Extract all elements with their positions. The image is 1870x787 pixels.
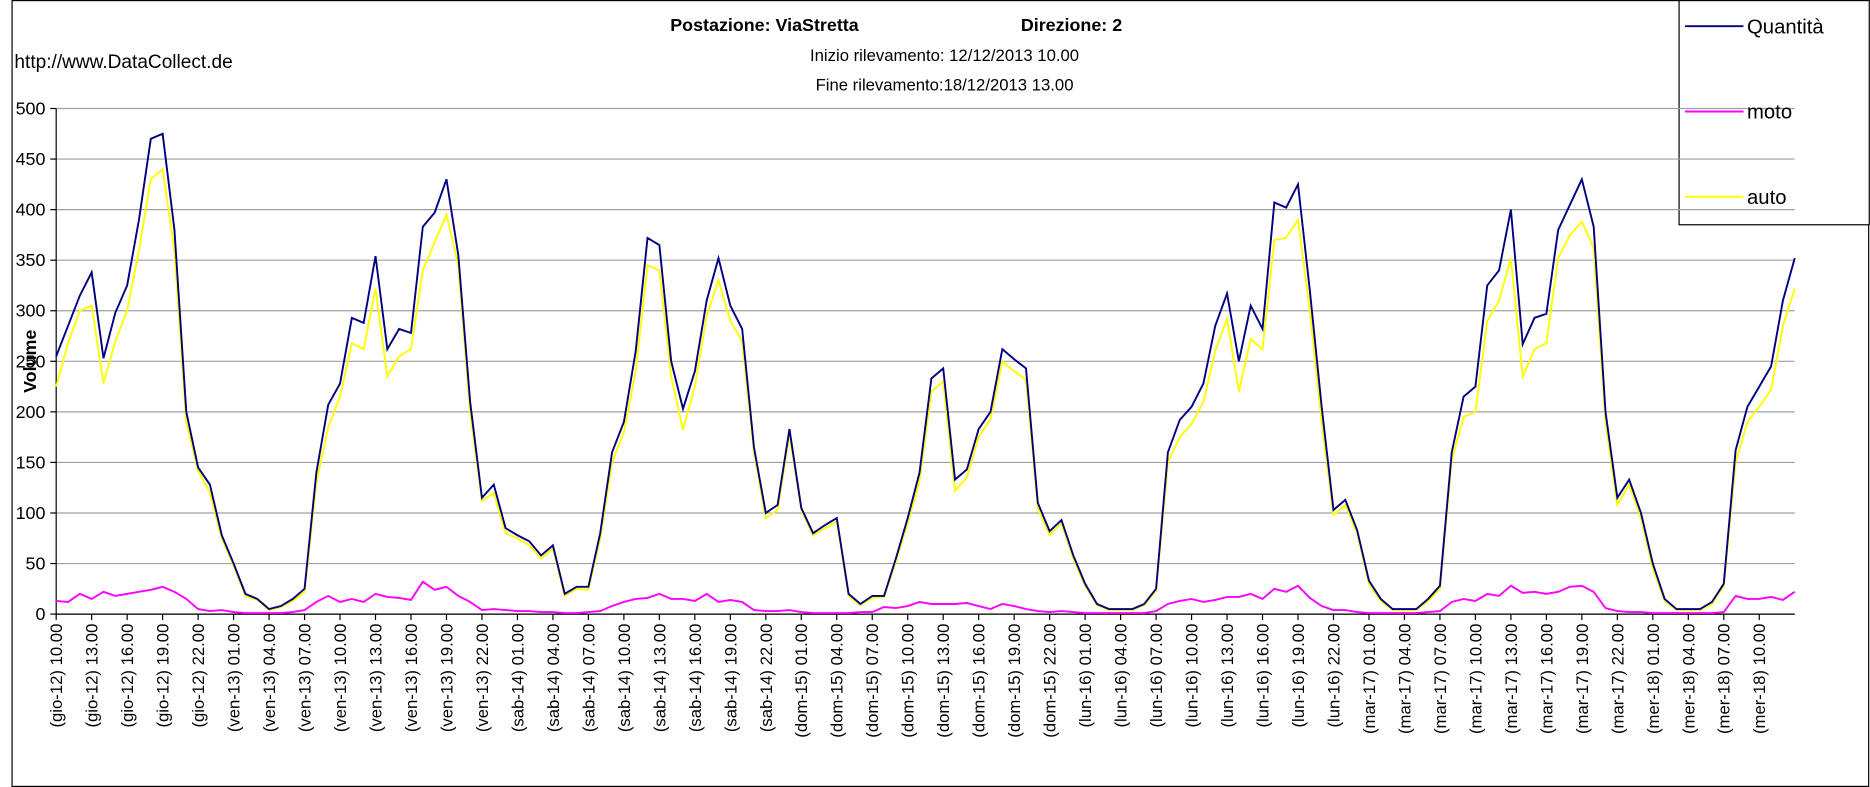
x-tick-label: (gio-12) 13.00 [83, 624, 102, 728]
chart-title-right: Direzione: 2 [1021, 15, 1122, 35]
legend-label: auto [1747, 187, 1786, 209]
y-tick-label: 150 [16, 452, 46, 472]
x-tick-label: (mer-18) 07.00 [1715, 624, 1734, 734]
x-tick-label: (dom-15) 16.00 [970, 624, 989, 738]
annotation: http://www.DataCollect.de [14, 52, 232, 73]
y-tick-label: 50 [26, 554, 46, 574]
x-tick-label: (sab-14) 07.00 [579, 624, 598, 733]
x-tick-label: (ven-13) 10.00 [331, 624, 350, 733]
x-tick-label: (mar-17) 04.00 [1395, 624, 1414, 734]
x-tick-label: (gio-12) 10.00 [47, 624, 66, 728]
x-tick-label: (ven-13) 13.00 [366, 624, 385, 733]
legend-box [1678, 0, 1870, 226]
y-tick-label: 350 [16, 250, 46, 270]
x-tick-label: (lun-16) 22.00 [1324, 624, 1343, 728]
x-tick-label: (mer-18) 01.00 [1644, 624, 1663, 734]
x-tick-label: (mar-17) 13.00 [1502, 624, 1521, 734]
chart-subtitle: Fine rilevamento:18/12/2013 13.00 [816, 76, 1074, 95]
x-tick-label: (lun-16) 19.00 [1289, 624, 1308, 728]
y-tick-label: 500 [16, 98, 46, 118]
x-tick-label: (lun-16) 07.00 [1147, 624, 1166, 728]
x-tick-label: (sab-14) 01.00 [508, 624, 527, 733]
x-tick-label: (sab-14) 13.00 [650, 624, 669, 733]
x-tick-label: (sab-14) 22.00 [757, 624, 776, 733]
x-tick-label: (dom-15) 04.00 [828, 624, 847, 738]
x-tick-label: (gio-12) 16.00 [118, 624, 137, 728]
x-tick-label: (ven-13) 19.00 [437, 624, 456, 733]
x-tick-label: (mer-18) 10.00 [1750, 624, 1769, 734]
x-tick-label: (dom-15) 19.00 [1005, 624, 1024, 738]
x-tick-label: (lun-16) 01.00 [1076, 624, 1095, 728]
x-tick-label: (sab-14) 04.00 [544, 624, 563, 733]
x-tick-label: (mer-18) 04.00 [1679, 624, 1698, 734]
chart-title: Postazione: ViaStretta [670, 15, 859, 35]
x-tick-label: (lun-16) 10.00 [1183, 624, 1202, 728]
x-tick-label: (mar-17) 07.00 [1431, 624, 1450, 734]
x-tick-label: (sab-14) 10.00 [615, 624, 634, 733]
x-tick-label: (ven-13) 16.00 [402, 624, 421, 733]
x-tick-label: (lun-16) 04.00 [1112, 624, 1131, 728]
x-tick-label: (ven-13) 01.00 [225, 624, 244, 733]
x-tick-label: (lun-16) 16.00 [1253, 624, 1272, 728]
data-line [55, 167, 1796, 612]
x-tick-label: (ven-13) 04.00 [260, 624, 279, 733]
x-tick-label: (dom-15) 07.00 [863, 624, 882, 738]
x-tick-label: (mar-17) 22.00 [1608, 624, 1627, 734]
y-tick-label: 0 [35, 604, 45, 624]
x-tick-label: (dom-15) 22.00 [1041, 624, 1060, 738]
x-tick-label: (sab-14) 19.00 [721, 624, 740, 733]
y-tick-label: 100 [16, 503, 46, 523]
y-axis-label: Volume [20, 330, 40, 393]
chart-subtitle: Inizio rilevamento: 12/12/2013 10.00 [810, 46, 1079, 65]
x-tick-label: (mar-17) 16.00 [1537, 624, 1556, 734]
x-tick-label: (gio-12) 19.00 [154, 624, 173, 728]
y-tick-label: 300 [16, 301, 46, 321]
x-tick-label: (gio-12) 22.00 [189, 624, 208, 728]
data-line [55, 132, 1796, 611]
legend-label: Quantità [1747, 16, 1824, 38]
y-tick-label: 400 [16, 200, 46, 220]
x-tick-label: (lun-16) 13.00 [1218, 624, 1237, 728]
x-tick-label: (ven-13) 07.00 [296, 624, 315, 733]
x-tick-label: (ven-13) 22.00 [473, 624, 492, 733]
y-tick-label: 450 [16, 149, 46, 169]
chart-border [11, 0, 1870, 787]
x-tick-label: (mar-17) 10.00 [1466, 624, 1485, 734]
x-tick-label: (dom-15) 01.00 [792, 624, 811, 738]
x-tick-label: (mar-17) 19.00 [1573, 624, 1592, 734]
x-tick-label: (dom-15) 13.00 [934, 624, 953, 738]
legend-label: moto [1747, 102, 1792, 124]
x-tick-label: (sab-14) 16.00 [686, 624, 705, 733]
x-tick-label: (dom-15) 10.00 [899, 624, 918, 738]
y-tick-label: 250 [16, 351, 46, 371]
data-line [56, 580, 1796, 615]
x-tick-label: (mar-17) 01.00 [1360, 624, 1379, 734]
y-tick-label: 200 [16, 402, 46, 422]
